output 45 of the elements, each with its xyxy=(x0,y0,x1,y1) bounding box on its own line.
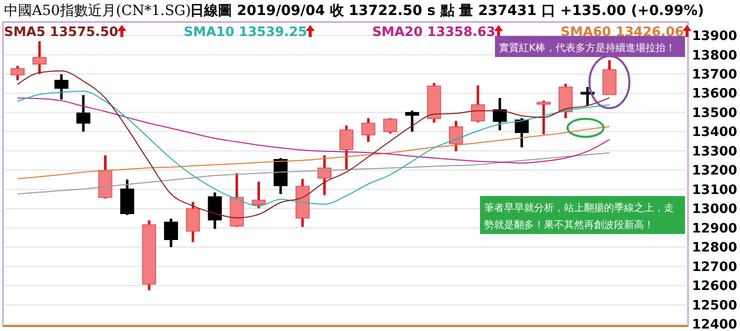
candlestick xyxy=(54,73,68,101)
line-series xyxy=(17,152,610,195)
y-tick-label: 12400 xyxy=(692,318,738,331)
y-tick-label: 13100 xyxy=(692,182,738,198)
y-tick-label: 13500 xyxy=(692,106,738,121)
candlestick xyxy=(317,154,332,196)
chart-title: 中國A50指數近月(CN*1.SG) xyxy=(4,3,191,19)
candlestick xyxy=(208,191,222,230)
y-tick-label: 13200 xyxy=(692,164,738,179)
y-tick-label: 13400 xyxy=(692,125,738,140)
candlestick xyxy=(449,120,463,153)
candlestick xyxy=(32,40,46,76)
y-tick-label: 12600 xyxy=(692,279,738,294)
candlestick xyxy=(10,64,25,82)
y-tick-label: 13800 xyxy=(692,48,738,64)
text: SMA5 13575.50 xyxy=(4,25,118,40)
annotation: 筆者早早就分析，站上翻揚的季線之上，走勢就是翻多！果不其然再創波段新高！ xyxy=(484,202,674,231)
candlestick xyxy=(383,116,398,135)
y-tick-label: 13600 xyxy=(692,86,738,102)
candlestick xyxy=(405,109,420,133)
candlestick xyxy=(252,180,266,210)
text: SMA60 13426.06 xyxy=(560,25,684,40)
candlestick xyxy=(164,217,178,248)
y-tick-label: 13000 xyxy=(692,202,738,218)
text: SMA20 13358.63 xyxy=(372,25,496,40)
y-tick-label: 13900 xyxy=(692,29,738,44)
line-series xyxy=(17,98,610,164)
y-tick-label: 12700 xyxy=(692,260,738,275)
y-tick-label: 13300 xyxy=(692,144,738,160)
candlestick xyxy=(536,99,551,136)
y-tick-label: 12900 xyxy=(692,221,738,236)
y-tick-label: 12800 xyxy=(692,240,738,256)
y-tick-label: 12500 xyxy=(692,298,738,314)
chart-subtitle: 日線圖 2019/09/04 收 13722.50 s 點 量 237431 口 +135.00 (+0.99%) xyxy=(190,3,704,19)
text: SMA10 13539.25 xyxy=(184,25,308,40)
candlestick xyxy=(76,94,90,133)
candlestick xyxy=(361,116,376,144)
line-series xyxy=(17,126,610,180)
candlestick xyxy=(339,124,354,172)
candlestick xyxy=(514,116,529,149)
annotation: 實質紅K棒，代表多方是持續進場拉抬！ xyxy=(499,42,676,54)
y-tick-label: 13700 xyxy=(692,68,738,82)
candlestick xyxy=(470,84,485,124)
candlestick xyxy=(492,96,507,132)
candlestick xyxy=(186,200,200,244)
